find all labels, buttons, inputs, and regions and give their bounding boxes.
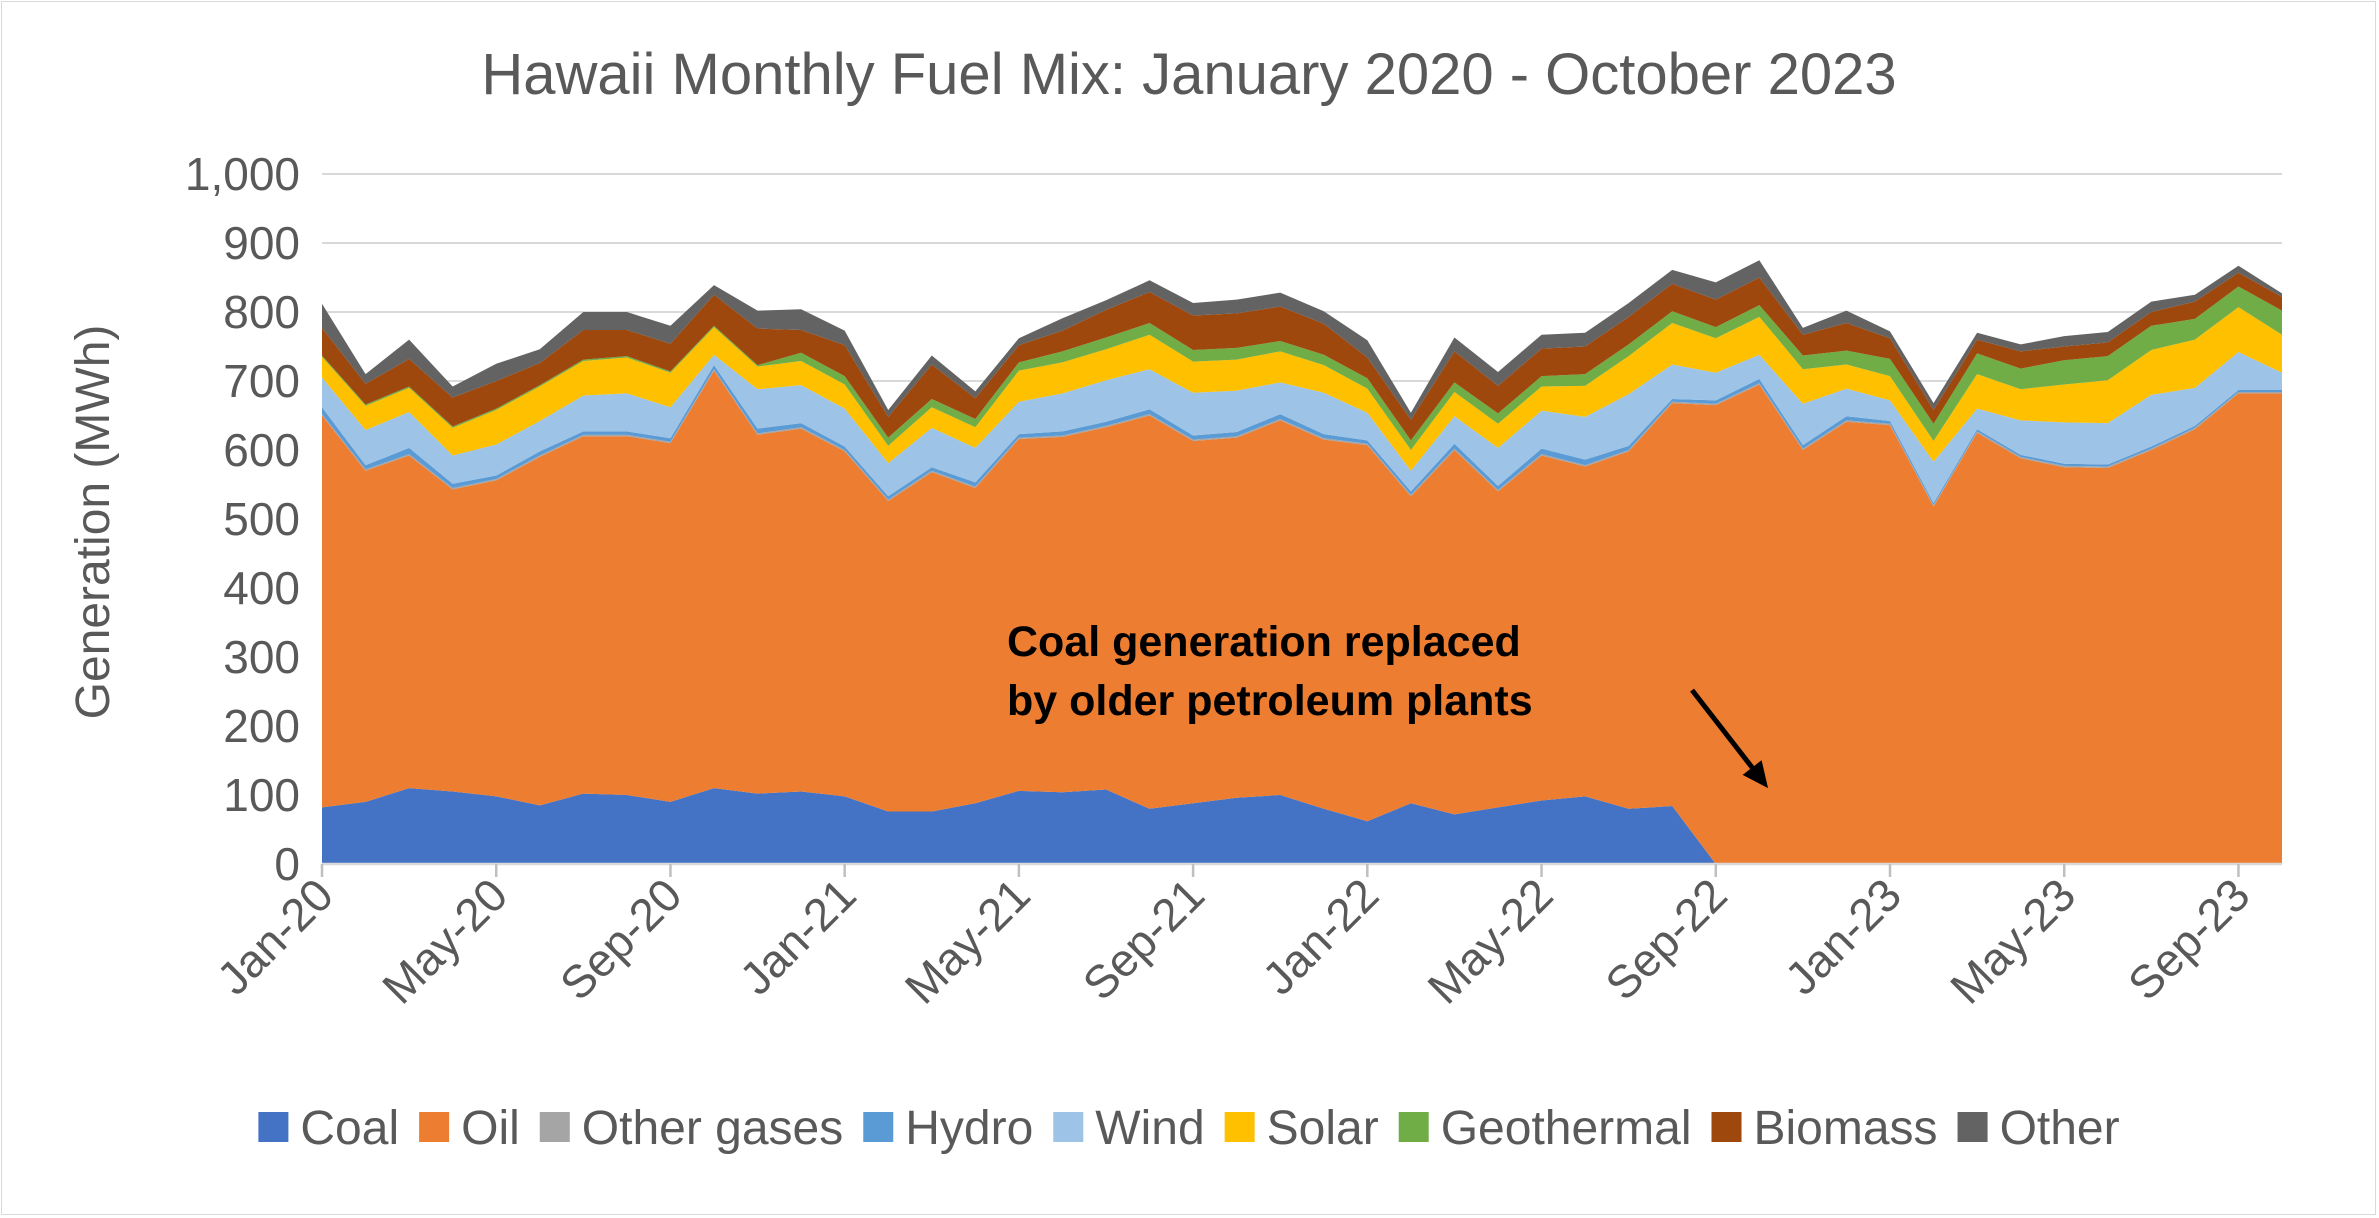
chart-title: Hawaii Monthly Fuel Mix: January 2020 - … bbox=[481, 42, 1896, 107]
legend-label: Coal bbox=[300, 1102, 399, 1155]
x-tick-label: May-22 bbox=[1417, 868, 1562, 1013]
area-biomass bbox=[322, 272, 2282, 441]
x-tick-label: Jan-23 bbox=[1775, 868, 1911, 1004]
y-tick-label: 800 bbox=[223, 286, 300, 338]
x-tick-label: Sep-21 bbox=[1073, 868, 1215, 1010]
x-tick-label: Sep-23 bbox=[2118, 868, 2260, 1010]
legend-label: Solar bbox=[1267, 1102, 1379, 1155]
legend-label: Hydro bbox=[905, 1102, 1033, 1155]
stacked-areas bbox=[322, 260, 2282, 864]
legend-swatch-wind bbox=[1053, 1112, 1084, 1142]
area-geothermal bbox=[322, 286, 2282, 450]
legend-swatch-biomass bbox=[1711, 1112, 1742, 1142]
x-tick-label: May-20 bbox=[372, 868, 517, 1013]
legend-label: Other bbox=[2000, 1102, 2120, 1155]
y-tick-label: 400 bbox=[223, 562, 300, 614]
y-tick-label: 100 bbox=[223, 769, 300, 821]
legend-label: Other gases bbox=[582, 1102, 843, 1155]
x-tick-label: May-23 bbox=[1940, 868, 2085, 1013]
area-solar bbox=[322, 307, 2282, 471]
legend: Coal Oil Other gases Hydro Wind Solar Geotherm… bbox=[258, 1102, 2120, 1155]
legend-swatch-hydro bbox=[863, 1112, 894, 1142]
legend-swatch-geothermal bbox=[1398, 1112, 1429, 1142]
x-tick-label: Jan-21 bbox=[730, 868, 866, 1004]
area-oil bbox=[322, 370, 2282, 864]
area-coal bbox=[322, 788, 2282, 864]
annotation-arrow-shaft bbox=[1690, 688, 1761, 777]
x-tick-label: Jan-22 bbox=[1252, 868, 1388, 1004]
legend-swatch-other-gases bbox=[539, 1112, 570, 1142]
y-tick-label: 600 bbox=[223, 424, 300, 476]
y-tick-label: 200 bbox=[223, 700, 300, 752]
legend-label: Biomass bbox=[1754, 1102, 1938, 1155]
annotation: Coal generation replaced by older petrol… bbox=[1007, 618, 1769, 789]
legend-swatch-coal bbox=[258, 1112, 289, 1142]
x-tick-label: May-21 bbox=[895, 868, 1040, 1013]
annotation-arrow-head bbox=[1742, 760, 1769, 789]
y-tick-label: 700 bbox=[223, 355, 300, 407]
legend-label: Wind bbox=[1095, 1102, 1204, 1155]
legend-swatch-other bbox=[1957, 1112, 1988, 1142]
legend-label: Oil bbox=[461, 1102, 520, 1155]
y-axis-title: Generation (MWh) bbox=[67, 325, 120, 720]
x-tick-label: Sep-20 bbox=[550, 868, 692, 1010]
y-tick-label: 1,000 bbox=[185, 148, 300, 200]
legend-label: Geothermal bbox=[1441, 1102, 1692, 1155]
annotation-line-1: Coal generation replaced bbox=[1007, 618, 1521, 666]
legend-swatch-oil bbox=[419, 1112, 450, 1142]
legend-swatch-solar bbox=[1224, 1112, 1255, 1142]
x-tick-label: Sep-22 bbox=[1595, 868, 1737, 1010]
y-tick-label: 300 bbox=[223, 631, 300, 683]
y-tick-label: 900 bbox=[223, 217, 300, 269]
annotation-line-2: by older petroleum plants bbox=[1007, 677, 1533, 725]
y-tick-label: 500 bbox=[223, 493, 300, 545]
y-tick-label: 0 bbox=[274, 838, 300, 890]
